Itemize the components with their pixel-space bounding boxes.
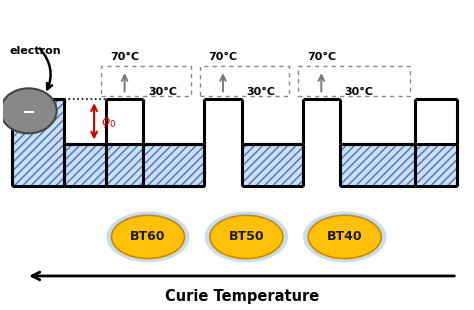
Ellipse shape (308, 215, 381, 259)
Bar (415, 99, 457, 144)
Bar (415, 144, 457, 186)
Bar (101, 66, 191, 96)
Ellipse shape (303, 211, 386, 262)
Text: −: − (22, 102, 36, 120)
Ellipse shape (111, 215, 184, 259)
Text: BT40: BT40 (327, 230, 363, 243)
Bar (12, 99, 64, 186)
Ellipse shape (210, 215, 283, 259)
Bar (298, 66, 410, 96)
Text: 70°C: 70°C (307, 52, 336, 62)
Bar (200, 66, 289, 96)
Text: 30°C: 30°C (345, 87, 374, 97)
Ellipse shape (205, 211, 288, 262)
Text: Curie Temperature: Curie Temperature (164, 290, 319, 304)
Text: $\phi_0$: $\phi_0$ (101, 113, 117, 130)
Text: 30°C: 30°C (148, 87, 177, 97)
Bar (340, 144, 415, 186)
Bar (204, 99, 242, 144)
Text: BT50: BT50 (228, 230, 264, 243)
Text: 70°C: 70°C (110, 52, 139, 62)
Bar (106, 144, 204, 186)
Bar (64, 144, 106, 186)
Text: electron: electron (10, 46, 62, 56)
Text: 30°C: 30°C (246, 87, 275, 97)
Bar (106, 99, 143, 144)
Ellipse shape (106, 211, 190, 262)
Text: BT60: BT60 (130, 230, 166, 243)
Text: 70°C: 70°C (209, 52, 237, 62)
Bar (242, 144, 302, 186)
Bar (302, 99, 340, 144)
Ellipse shape (0, 88, 57, 133)
Bar (143, 144, 204, 186)
